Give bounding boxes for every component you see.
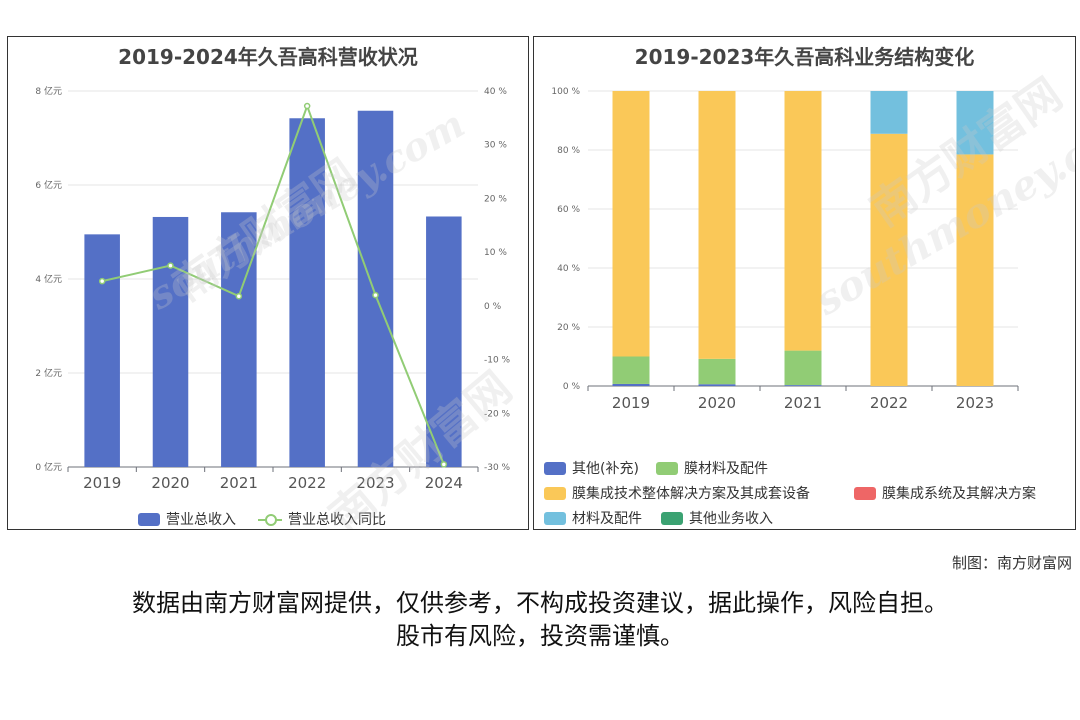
revenue-chart-panel: 2019-2024年久吾高科营收状况 0 亿元 2 亿元 4 亿元 6 亿元 8 亿元 -… [7, 36, 529, 530]
y-left-tick-label: 0 亿元 [35, 461, 62, 473]
revenue-chart: 0 亿元 2 亿元 4 亿元 6 亿元 8 亿元 -30 % -20 % -10 % 0 % 10… [35, 85, 511, 492]
bar-segment-2-2021 [784, 91, 822, 351]
legend-label-revenue-yoy: 营业总收入同比 [288, 512, 386, 528]
bar-segment-2-2019 [612, 91, 650, 357]
legend-label-membrane-materials: 膜材料及配件 [684, 461, 768, 477]
bar-revenue-2023 [357, 110, 394, 468]
legend-swatch-membrane-materials [656, 461, 678, 475]
y-tick-label: 20 % [557, 323, 580, 333]
legend-label-revenue: 营业总收入 [166, 512, 236, 528]
bar-segment-2-2020 [698, 91, 736, 359]
x-tick-label: 2020 [151, 474, 189, 492]
x-tick-label: 2022 [870, 394, 908, 412]
x-tick-label: 2020 [698, 394, 736, 412]
legend-item-membrane-materials[interactable]: 膜材料及配件 [656, 458, 768, 478]
line-revenue-yoy [101, 103, 445, 465]
legend-swatch-revenue [138, 512, 160, 526]
legend-item-revenue-yoy[interactable]: 营业总收入同比 [258, 509, 386, 529]
x-tick-label: 2023 [956, 394, 994, 412]
point-revenue-yoy-2023 [372, 291, 379, 299]
revenue-chart-title: 2019-2024年久吾高科营收状况 [118, 45, 418, 69]
y-right-tick-label: 0 % [484, 302, 502, 312]
y-left-tick-label: 8 亿元 [35, 85, 62, 97]
y-left-tick-label: 4 亿元 [35, 273, 62, 285]
y-right-tick-label: 10 % [484, 248, 507, 258]
bar-segment-1-2021 [784, 350, 822, 386]
legend-label-other-supplement: 其他(补充) [572, 461, 639, 477]
legend-item-revenue[interactable]: 营业总收入 [138, 509, 236, 529]
legend-swatch-membrane-integration-system [854, 486, 876, 500]
chart-credit: 制图：南方财富网 [951, 554, 1072, 572]
y-tick-label: 0 % [563, 382, 581, 392]
legend-label-materials-parts: 材料及配件 [572, 511, 642, 527]
bar-segment-0-2021 [784, 385, 822, 386]
bar-segment-2-2022 [870, 133, 908, 386]
bar-revenue-2022 [289, 118, 325, 467]
legend-swatch-materials-parts [544, 511, 566, 525]
x-tick-label: 2019 [612, 394, 650, 412]
x-tick-label: 2021 [220, 474, 258, 492]
business-structure-chart-title: 2019-2023年久吾高科业务结构变化 [634, 45, 975, 69]
bar-segment-0-2020 [698, 384, 736, 386]
legend-item-membrane-integration-tech[interactable]: 膜集成技术整体解决方案及其成套设备 [544, 483, 810, 503]
bar-revenue-2020 [152, 216, 189, 467]
point-revenue-yoy-2024 [440, 461, 448, 468]
bar-segment-0-2019 [612, 383, 650, 386]
legend-swatch-membrane-integration-tech [544, 486, 566, 500]
point-revenue-yoy-2019 [98, 277, 106, 285]
x-tick-label: 2022 [288, 474, 326, 492]
y-tick-label: 80 % [557, 146, 580, 156]
x-tick-label: 2023 [356, 474, 394, 492]
bar-revenue-2021 [221, 212, 257, 467]
y-left-tick-label: 2 亿元 [35, 367, 62, 379]
legend-swatch-revenue-yoy [258, 513, 282, 526]
x-tick-label: 2019 [83, 474, 121, 492]
bar-segment-2-2023 [956, 154, 994, 386]
y-tick-label: 60 % [557, 205, 580, 215]
disclaimer-line-1: 数据由南方财富网提供，仅供参考，不构成投资建议，据此操作，风险自担。 [132, 589, 948, 617]
point-revenue-yoy-2022 [303, 102, 311, 110]
legend-item-materials-parts[interactable]: 材料及配件 [544, 508, 642, 528]
bar-revenue-2024 [426, 216, 462, 467]
y-right-tick-label: -20 % [484, 409, 511, 419]
legend-swatch-other-supplement [544, 461, 566, 475]
y-right-tick-label: -10 % [484, 356, 511, 366]
bar-segment-4-2022 [870, 91, 908, 134]
bar-segment-4-2023 [956, 91, 994, 155]
y-right-tick-label: 40 % [484, 87, 507, 97]
legend-label-membrane-integration-system: 膜集成系统及其解决方案 [882, 486, 1036, 502]
bar-segment-1-2019 [612, 356, 650, 384]
bar-segment-1-2020 [698, 358, 736, 385]
business-structure-chart: 0 % 20 % 40 % 60 % 80 % 100 % 2019 2020 2021 2022… [551, 87, 1019, 412]
legend-label-membrane-integration-tech: 膜集成技术整体解决方案及其成套设备 [572, 486, 810, 502]
bar-revenue-2019 [84, 234, 120, 467]
legend-swatch-other-business [661, 511, 683, 525]
point-revenue-yoy-2021 [235, 292, 243, 300]
y-tick-label: 40 % [557, 264, 580, 274]
y-left-tick-label: 6 亿元 [35, 179, 62, 191]
y-right-tick-label: 30 % [484, 141, 507, 151]
disclaimer-line-2: 股市有风险，投资需谨慎。 [396, 622, 684, 650]
y-right-tick-label: 20 % [484, 194, 507, 204]
y-tick-label: 100 % [551, 87, 580, 97]
legend-item-membrane-integration-system[interactable]: 膜集成系统及其解决方案 [854, 483, 1036, 503]
x-tick-label: 2024 [425, 474, 463, 492]
legend-label-other-business: 其他业务收入 [689, 511, 773, 527]
legend-item-other-supplement[interactable]: 其他(补充) [544, 458, 639, 478]
point-revenue-yoy-2020 [167, 262, 174, 269]
legend-item-other-business[interactable]: 其他业务收入 [661, 508, 773, 528]
business-structure-chart-panel: 2019-2023年久吾高科业务结构变化 0 % 20 % 40 % 60 % 80 %… [533, 36, 1076, 530]
y-right-tick-label: -30 % [484, 463, 511, 473]
x-tick-label: 2021 [784, 394, 822, 412]
